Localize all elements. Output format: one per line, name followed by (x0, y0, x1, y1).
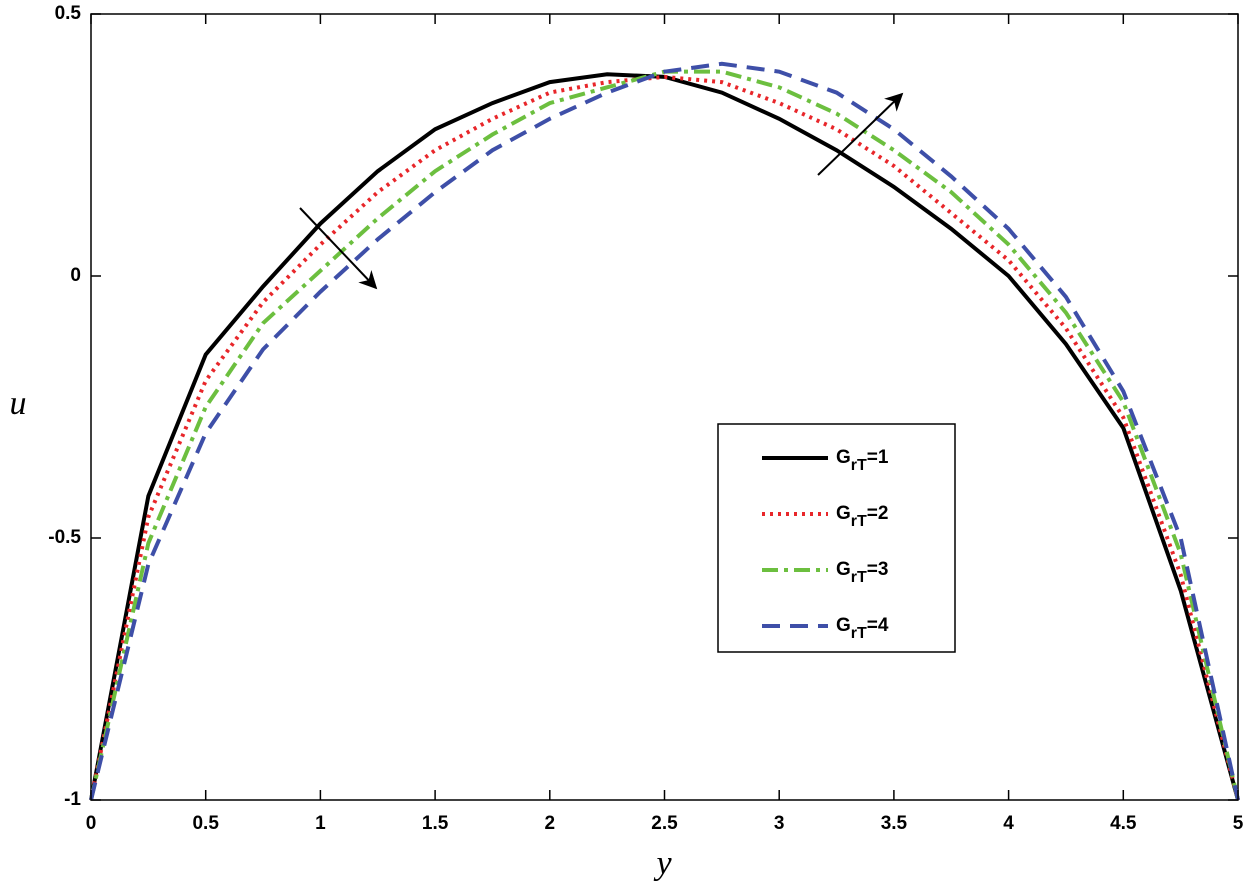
legend-label-part: rT (851, 569, 867, 586)
x-axis-label: y (653, 845, 672, 882)
legend-label: GrT=2 (836, 503, 888, 530)
legend-label-part: =1 (867, 447, 889, 468)
x-tick-label: 4.5 (1110, 813, 1137, 834)
legend (717, 423, 956, 653)
legend-label-part: =2 (867, 503, 889, 524)
x-tick-label: 1.5 (422, 813, 449, 834)
legend-label-part: G (836, 615, 851, 636)
legend-label-part: G (836, 503, 851, 524)
y-tick-label: -1 (64, 789, 81, 810)
x-tick-label: 1 (315, 813, 326, 834)
legend-label-part: G (836, 559, 851, 580)
series-line (89, 69, 1240, 801)
y-axis-label: u (10, 385, 27, 422)
x-tick-label: 2.5 (651, 813, 678, 834)
series-line (89, 72, 1240, 801)
legend-label-part: =4 (867, 615, 889, 636)
legend-label-part: rT (851, 457, 867, 474)
x-tick-label: 2 (545, 813, 556, 834)
x-tick-label: 0.5 (192, 813, 219, 834)
x-tick-label: 5 (1233, 813, 1244, 834)
plot-frame (90, 13, 1239, 801)
legend-label-part: rT (851, 625, 867, 642)
y-tick-label: -0.5 (48, 527, 81, 548)
y-tick-label: 0.5 (55, 3, 82, 24)
legend-label: GrT=4 (836, 615, 889, 642)
legend-label: GrT=1 (836, 447, 889, 474)
arrow (817, 92, 904, 176)
legend-label: GrT=3 (836, 559, 888, 586)
plot-area (89, 61, 1240, 801)
legend-label-part: =3 (867, 559, 889, 580)
x-tick-label: 3 (774, 813, 785, 834)
series-line (89, 61, 1240, 801)
x-tick-label: 3.5 (881, 813, 908, 834)
x-tick-label: 0 (86, 813, 97, 834)
arrow (299, 207, 378, 290)
legend-label-part: G (836, 447, 851, 468)
legend-label-part: rT (851, 513, 867, 530)
y-tick-label: 0 (70, 265, 81, 286)
series-line (89, 74, 1240, 801)
x-tick-label: 4 (1003, 813, 1014, 834)
